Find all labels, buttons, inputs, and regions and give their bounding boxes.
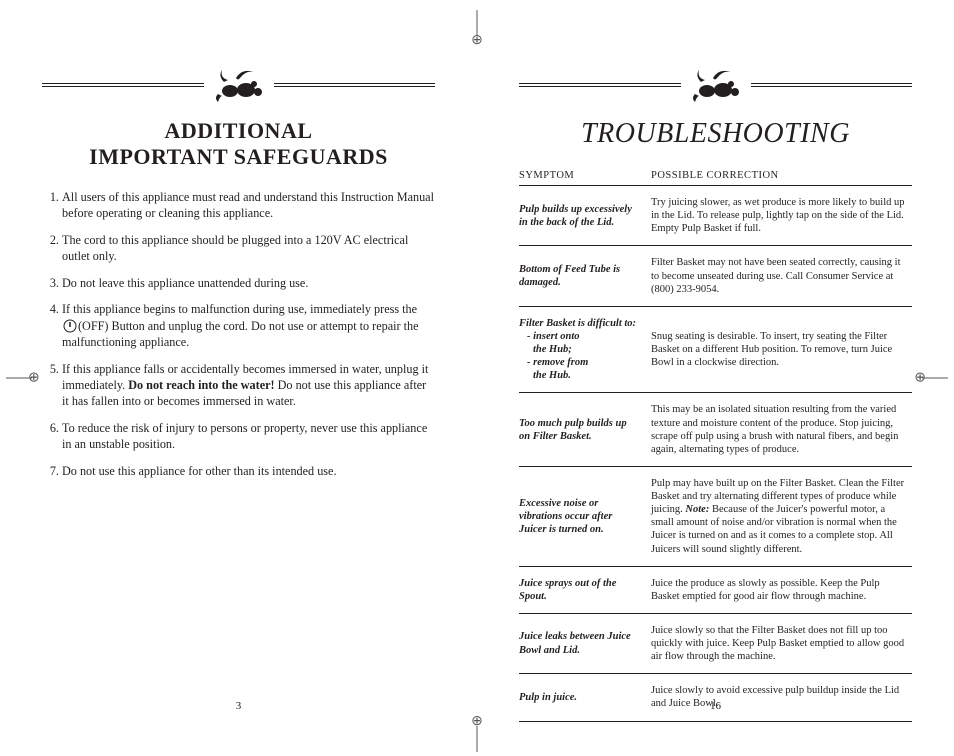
correction-cell: Try juicing slower, as wet produce is mo… (651, 186, 912, 246)
right-page: TROUBLESHOOTING SYMPTOM POSSIBLE CORRECT… (477, 0, 954, 756)
symptom-cell: Pulp in juice. (519, 674, 651, 721)
table-row: Juice sprays out of the Spout.Juice the … (519, 566, 912, 613)
table-row: Filter Basket is difficult to:- insert o… (519, 306, 912, 393)
ornament-rule (42, 66, 435, 104)
ornament-icon (683, 66, 749, 104)
ornament-rule (519, 66, 912, 104)
safeguard-item: The cord to this appliance should be plu… (62, 232, 435, 265)
manual-spread: ⊕ ⊕ ⊕ ⊕ (0, 0, 954, 756)
table-row: Pulp in juice.Juice slowly to avoid exce… (519, 674, 912, 721)
safeguards-list: All users of this appliance must read an… (42, 189, 435, 480)
correction-cell: Filter Basket may not have been seated c… (651, 246, 912, 306)
ornament-icon (206, 66, 272, 104)
table-row: Bottom of Feed Tube is damaged.Filter Ba… (519, 246, 912, 306)
rule-line (519, 83, 681, 87)
correction-cell: Juice slowly to avoid excessive pulp bui… (651, 674, 912, 721)
correction-cell: Juice the produce as slowly as possible.… (651, 566, 912, 613)
safeguard-item: All users of this appliance must read an… (62, 189, 435, 222)
symptom-cell: Too much pulp builds up on Filter Basket… (519, 393, 651, 467)
page-number-right: 16 (477, 700, 954, 712)
safeguard-item: If this appliance begins to malfunction … (62, 301, 435, 350)
left-page: ADDITIONAL IMPORTANT SAFEGUARDS All user… (0, 0, 477, 756)
symptom-cell: Juice leaks between Juice Bowl and Lid. (519, 613, 651, 673)
table-row: Juice leaks between Juice Bowl and Lid.J… (519, 613, 912, 673)
safeguard-item: Do not leave this appliance unattended d… (62, 275, 435, 291)
table-row: Excessive noise or vibrations occur afte… (519, 466, 912, 566)
troubleshooting-table: SYMPTOM POSSIBLE CORRECTION Pulp builds … (519, 170, 912, 722)
correction-cell: Snug seating is desirable. To insert, tr… (651, 306, 912, 393)
col-correction: POSSIBLE CORRECTION (651, 170, 912, 186)
col-symptom: SYMPTOM (519, 170, 651, 186)
symptom-cell: Pulp builds up excessively in the back o… (519, 186, 651, 246)
left-heading: ADDITIONAL IMPORTANT SAFEGUARDS (42, 118, 435, 171)
correction-cell: This may be an isolated situation result… (651, 393, 912, 467)
symptom-cell: Filter Basket is difficult to:- insert o… (519, 306, 651, 393)
symptom-cell: Excessive noise or vibrations occur afte… (519, 466, 651, 566)
page-number-left: 3 (0, 700, 477, 712)
symptom-cell: Bottom of Feed Tube is damaged. (519, 246, 651, 306)
heading-line2: IMPORTANT SAFEGUARDS (89, 144, 388, 169)
safeguard-item: To reduce the risk of injury to persons … (62, 420, 435, 453)
correction-cell: Juice slowly so that the Filter Basket d… (651, 613, 912, 673)
rule-line (274, 83, 436, 87)
safeguard-item: Do not use this appliance for other than… (62, 463, 435, 479)
right-heading: TROUBLESHOOTING (519, 118, 912, 150)
safeguard-item: If this appliance falls or accidentally … (62, 361, 435, 410)
table-row: Too much pulp builds up on Filter Basket… (519, 393, 912, 467)
rule-line (42, 83, 204, 87)
rule-line (751, 83, 913, 87)
off-icon (63, 319, 77, 333)
table-row: Pulp builds up excessively in the back o… (519, 186, 912, 246)
symptom-cell: Juice sprays out of the Spout. (519, 566, 651, 613)
correction-cell: Pulp may have built up on the Filter Bas… (651, 466, 912, 566)
heading-line1: ADDITIONAL (164, 118, 312, 143)
